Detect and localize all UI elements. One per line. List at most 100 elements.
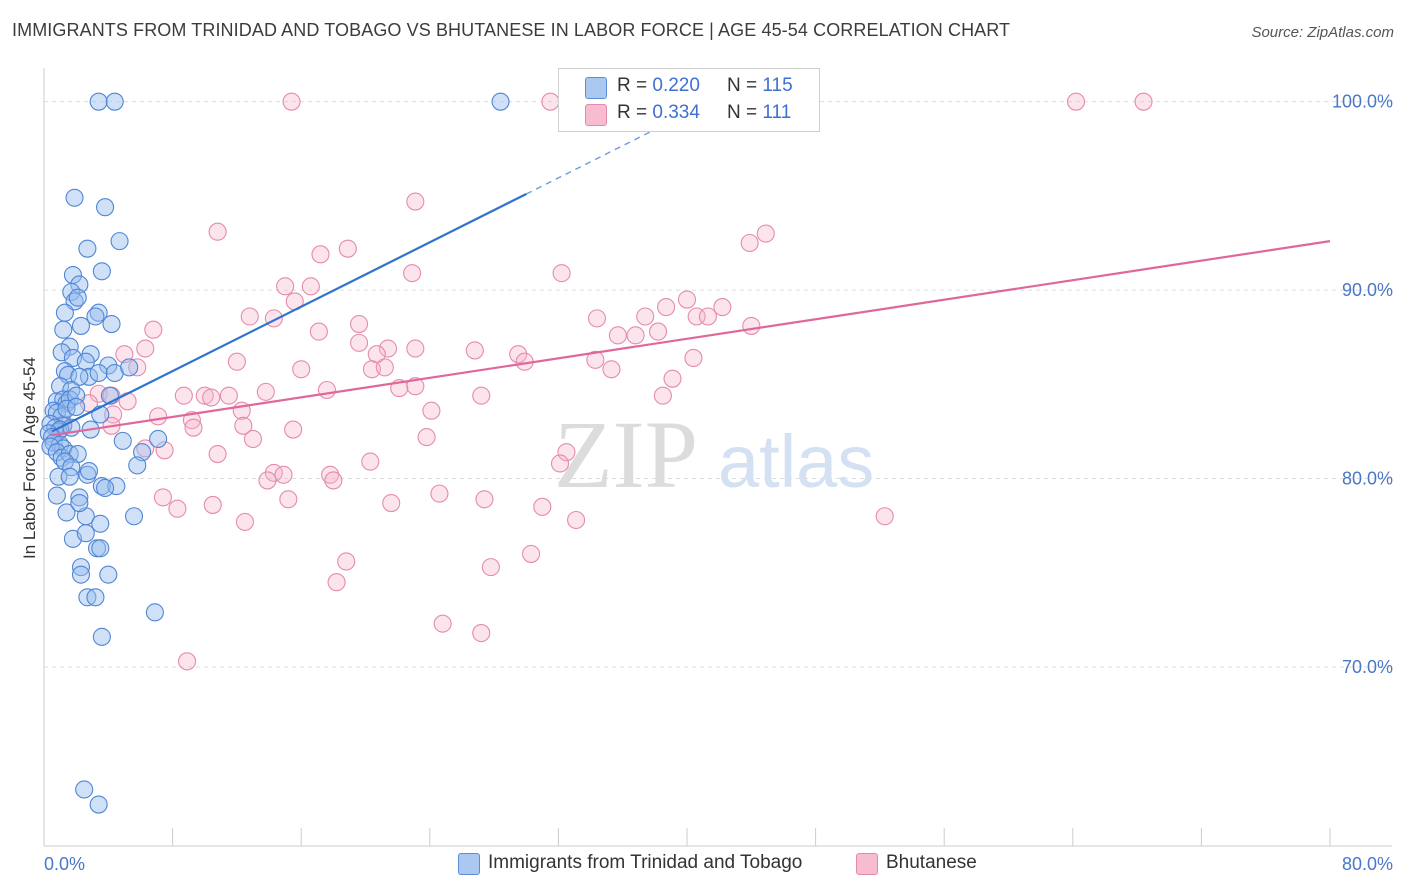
series-label-bhutanese: Bhutanese (886, 852, 977, 873)
bhutanese-point (698, 307, 717, 326)
trinidad-point (120, 358, 139, 377)
bhutanese-point (149, 407, 168, 426)
trinidad-point (149, 429, 168, 449)
bhutanese-point (202, 388, 221, 407)
bhutanese-point (433, 614, 452, 633)
bhutanese-point (626, 326, 645, 345)
bhutanese-point (375, 358, 394, 377)
legend-n-label: N = (727, 75, 758, 96)
chart-source: Source: ZipAtlas.com (1251, 24, 1394, 41)
bhutanese-point (653, 386, 672, 405)
bhutanese-point (184, 418, 203, 437)
trinidad-point (60, 467, 79, 486)
bhutanese-point (557, 443, 576, 462)
bhutanese-point (292, 360, 311, 379)
bhutanese-point (472, 386, 491, 405)
axes (43, 68, 1392, 847)
bhutanese-point (422, 401, 441, 420)
bhutanese-point (258, 471, 277, 490)
bhutanese-point (279, 490, 298, 509)
trinidad-point (107, 477, 126, 496)
bhutanese-point (533, 497, 552, 516)
trinidad-point (96, 478, 115, 498)
y-axis-title: In Labor Force | Age 45-54 (20, 357, 39, 559)
watermark-atlas: atlas (718, 420, 874, 503)
bhutanese-point (203, 495, 222, 514)
x-tick-label: 80.0% (1342, 854, 1393, 874)
trinidad-point (124, 507, 144, 526)
bhutanese-point (1066, 92, 1086, 111)
bhutanese-point (522, 544, 541, 563)
bhutanese-point (153, 488, 173, 507)
bhutanese-point (713, 298, 732, 317)
trinidad-point (96, 198, 115, 217)
gridlines (44, 101, 1392, 668)
bhutanese-point (276, 277, 295, 296)
bhutanese-point (756, 224, 775, 243)
trinidad-point (62, 458, 81, 477)
bhutanese-point (636, 307, 655, 326)
watermark: ZIP atlas (554, 401, 874, 508)
bhutanese-point (481, 558, 500, 577)
bhutanese-point (430, 484, 449, 503)
trinidad-point (67, 397, 86, 416)
bhutanese-point (174, 386, 193, 405)
trinidad-point (70, 488, 89, 507)
trinidad-point (491, 92, 510, 111)
bhutanese-point (649, 322, 668, 341)
bhutanese-point (235, 512, 254, 531)
legend-n-value-trinidad: 115 (762, 75, 793, 96)
tick-labels: 70.0% 80.0% 90.0% 100.0% 0.0% 80.0% (44, 92, 1393, 874)
bhutanese-point (608, 326, 627, 345)
bhutanese-point (321, 465, 340, 484)
bhutanese-point (550, 454, 570, 473)
bhutanese-point (465, 341, 484, 360)
trinidad-point (71, 316, 91, 335)
bhutanese-point (337, 552, 356, 571)
bhutanese-point (274, 465, 293, 484)
series-swatch-bhutanese (856, 853, 878, 875)
trinidad-point (70, 367, 89, 386)
y-tick-label: 70.0% (1342, 657, 1393, 677)
series-swatch-trinidad (458, 853, 480, 875)
trinidad-point (92, 262, 111, 281)
y-tick-label: 80.0% (1342, 469, 1393, 489)
bhutanese-point (663, 369, 682, 388)
bhutanese-point (338, 239, 357, 258)
bhutanese-point (586, 350, 605, 369)
bhutanese-point (472, 624, 491, 643)
bhutanese-point (740, 233, 759, 253)
legend-r-label: R = (617, 75, 648, 96)
series-legend: Immigrants from Trinidad and Tobago Bhut… (0, 852, 1406, 876)
bhutanese-point (875, 507, 894, 526)
bhutanese-point (208, 222, 227, 241)
trinidad-point (76, 524, 95, 543)
bhutanese-point (406, 377, 425, 396)
bhutanese-point (234, 416, 253, 435)
bhutanese-point (219, 386, 238, 405)
bhutanese-point (311, 245, 330, 264)
trinidad-point (128, 456, 147, 475)
trinidad-point (79, 367, 99, 386)
legend-n-value-bhutanese: 111 (762, 102, 792, 123)
bhutanese-point (168, 499, 187, 518)
trendlines (51, 104, 1331, 437)
trinidad-point (79, 461, 99, 481)
bhutanese-point (240, 307, 259, 326)
trinidad-point (91, 514, 110, 533)
bhutanese-point (301, 277, 320, 296)
trinidad-point (145, 603, 164, 622)
bhutanese-point (552, 264, 571, 283)
trinidad-point (102, 314, 121, 334)
trinidad-point (71, 558, 91, 577)
trinidad-point (91, 405, 110, 424)
bhutanese-point (406, 192, 425, 211)
trinidad-point (110, 232, 129, 251)
bhutanese-points (54, 92, 1153, 671)
bhutanese-point (587, 309, 607, 328)
trinidad-point (55, 303, 74, 322)
bhutanese-point (327, 573, 346, 592)
legend-r-value-trinidad: 0.220 (652, 75, 700, 96)
x-tick-label: 0.0% (44, 854, 85, 874)
bhutanese-point (227, 352, 246, 371)
